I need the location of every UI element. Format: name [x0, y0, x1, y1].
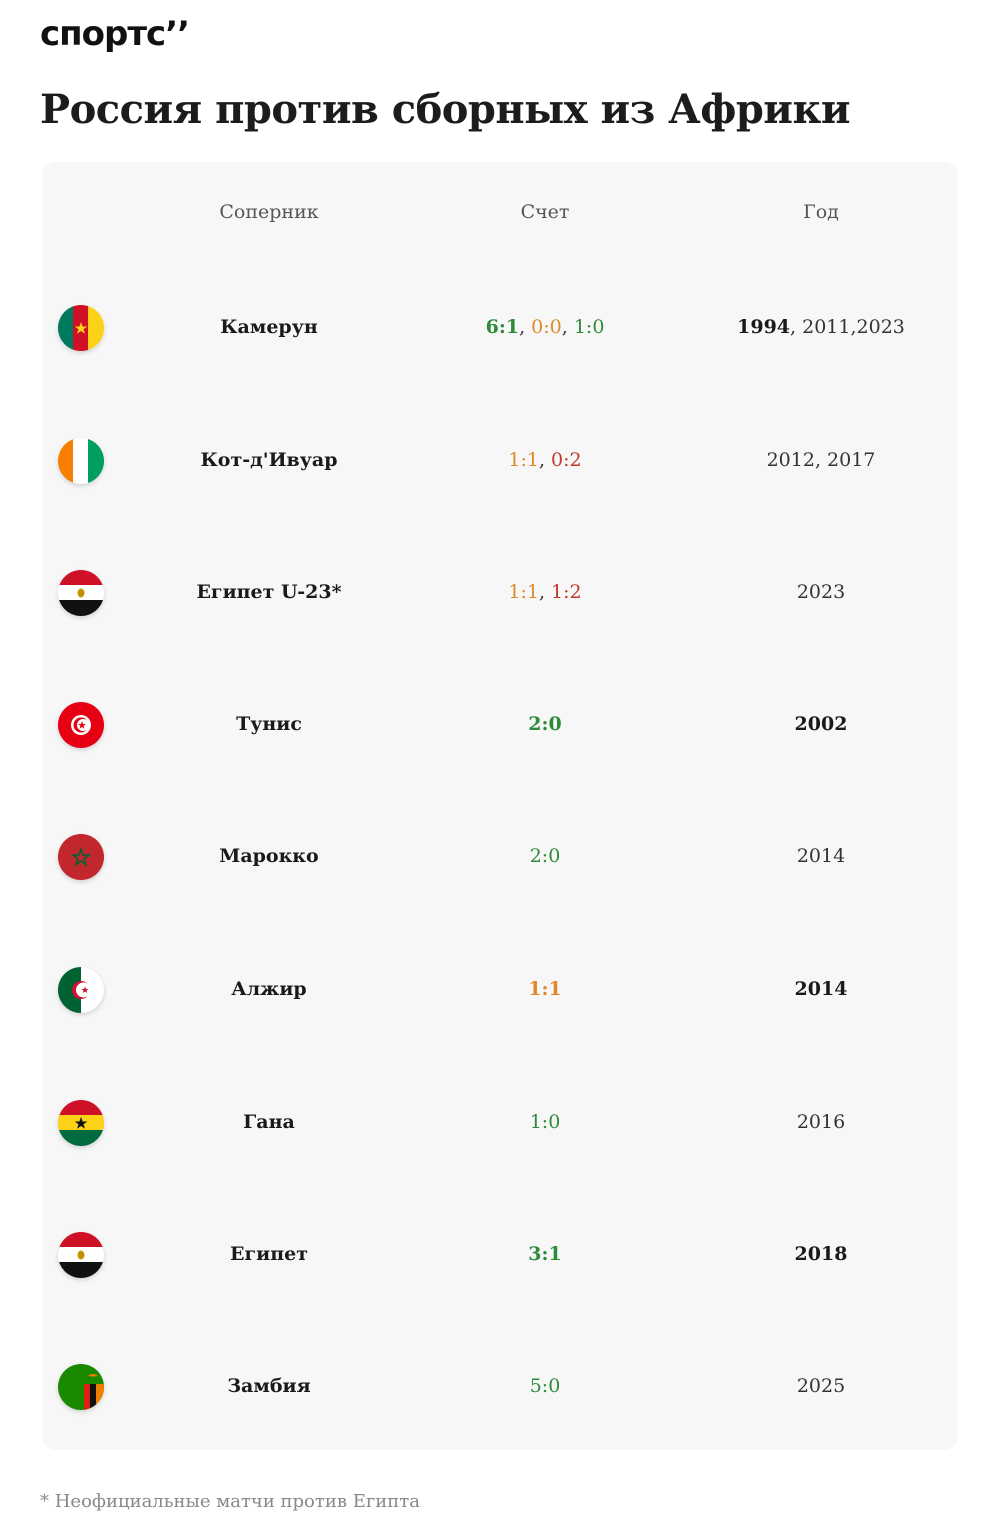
score-win: 2:0 [528, 713, 562, 735]
team-name: Тунис [236, 713, 302, 735]
cameroon-flag-icon [58, 305, 104, 351]
match-scores: 1:0 [400, 1092, 690, 1152]
table-row: Египет 3:1 2018 [0, 1224, 1000, 1284]
header-team: Соперник [219, 201, 319, 223]
score-win: 3:1 [528, 1243, 562, 1265]
match-years: 2014 [690, 826, 952, 886]
table-row: Алжир 1:1 2014 [0, 959, 1000, 1019]
score-draw: 1:1 [528, 978, 562, 1000]
zambia-flag-icon [58, 1364, 104, 1410]
team-name: Кот-д'Ивуар [200, 449, 338, 471]
table-row: Марокко 2:0 2014 [0, 826, 1000, 886]
year-value: 2014 [796, 845, 846, 867]
header-score: Счет [520, 201, 570, 223]
table-row: Кот-д'Ивуар 1:1, 0:2 2012, 2017 [0, 430, 1000, 490]
year-value: 2011 [802, 316, 851, 338]
match-scores: 5:0 [400, 1356, 690, 1416]
header-year: Год [803, 201, 839, 223]
year-value: 2023 [856, 316, 905, 338]
match-years: 2002 [690, 694, 952, 754]
page-title: Россия против сборных из Африки [40, 86, 851, 133]
table-row: Тунис 2:0 2002 [0, 694, 1000, 754]
table-row: Египет U-23* 1:1, 1:2 2023 [0, 562, 1000, 622]
year-value: 2012 [766, 449, 815, 471]
match-years: 2012, 2017 [766, 449, 876, 471]
table-row: Камерун 6:1, 0:0, 1:0 1994, 2011,2023 [0, 297, 1000, 357]
table-row: Замбия 5:0 2025 [0, 1356, 1000, 1416]
team-name: Египет [230, 1243, 308, 1265]
table-header: Соперник Счет Год [0, 190, 1000, 234]
ghana-flag-icon [58, 1100, 104, 1146]
match-scores: 2:0 [400, 826, 690, 886]
score-loss: 0:2 [551, 449, 582, 471]
year-value: 2016 [796, 1111, 846, 1133]
year-value: 2018 [794, 1243, 848, 1265]
match-years: 1994, 2011,2023 [737, 316, 905, 338]
score-win: 1:0 [529, 1111, 561, 1133]
score-loss: 1:2 [551, 581, 582, 603]
match-scores: 1:1, 0:2 [508, 449, 582, 471]
year-value: 2014 [794, 978, 848, 1000]
team-name: Марокко [219, 845, 319, 867]
match-scores: 3:1 [400, 1224, 690, 1284]
match-years: 2014 [690, 959, 952, 1019]
score-draw: 1:1 [508, 449, 539, 471]
team-name: Камерун [220, 316, 318, 338]
results-table-card [42, 162, 958, 1450]
match-scores: 1:1 [400, 959, 690, 1019]
sports-logo[interactable]: спортс’’ [40, 14, 190, 54]
score-win: 1:0 [573, 316, 605, 338]
team-name: Египет U-23* [196, 581, 342, 603]
score-win: 6:1 [485, 316, 520, 338]
tunisia-flag-icon [58, 702, 104, 748]
algeria-flag-icon [58, 967, 104, 1013]
team-name: Замбия [227, 1375, 311, 1397]
year-value: 2002 [794, 713, 848, 735]
score-draw: 0:0 [531, 316, 562, 338]
score-draw: 1:1 [508, 581, 539, 603]
match-scores: 2:0 [400, 694, 690, 754]
morocco-flag-icon [58, 834, 104, 880]
match-scores: 1:1, 1:2 [508, 581, 582, 603]
year-value: 2017 [827, 449, 876, 471]
match-years: 2016 [690, 1092, 952, 1152]
team-name: Алжир [231, 978, 307, 1000]
egypt-flag-icon [58, 570, 104, 616]
team-name: Гана [243, 1111, 295, 1133]
match-years: 2018 [690, 1224, 952, 1284]
year-value: 2023 [796, 581, 846, 603]
match-years: 2025 [690, 1356, 952, 1416]
match-scores: 6:1, 0:0, 1:0 [485, 316, 605, 338]
egypt-flag-icon [58, 1232, 104, 1278]
table-row: Гана 1:0 2016 [0, 1092, 1000, 1152]
score-win: 2:0 [529, 845, 561, 867]
score-win: 5:0 [529, 1375, 561, 1397]
match-years: 2023 [690, 562, 952, 622]
ivory-coast-flag-icon [58, 438, 104, 484]
footnote: * Неофициальные матчи против Египта [40, 1491, 420, 1512]
year-value: 2025 [796, 1375, 846, 1397]
year-value: 1994 [737, 316, 791, 338]
